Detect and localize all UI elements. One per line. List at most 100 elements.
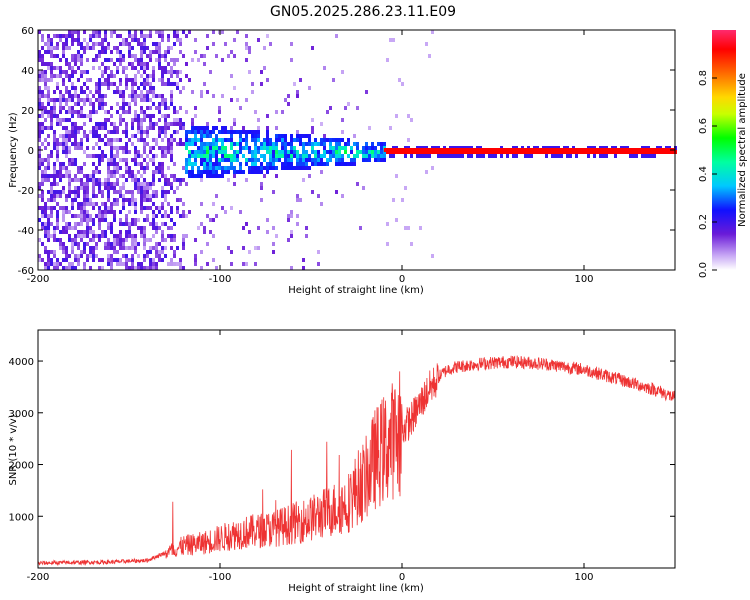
heatmap-cell <box>122 70 125 74</box>
heatmap-cell <box>134 162 137 166</box>
heatmap-cell <box>200 94 203 98</box>
heatmap-cell <box>233 86 236 90</box>
heatmap-cell <box>41 158 44 162</box>
heatmap-cell <box>203 54 206 58</box>
heatmap-cell <box>131 126 134 130</box>
heatmap-cell <box>119 58 122 62</box>
heatmap-cell <box>59 174 62 178</box>
heatmap-cell <box>86 98 89 102</box>
heatmap-cell <box>107 226 110 230</box>
heatmap-cell <box>191 130 194 134</box>
heatmap-cell <box>128 174 131 178</box>
heatmap-cell <box>233 182 236 186</box>
heatmap-cell <box>218 146 221 150</box>
heatmap-cell <box>212 142 215 146</box>
heatmap-cell <box>98 90 101 94</box>
heatmap-cell <box>113 130 116 134</box>
heatmap-cell <box>50 114 53 118</box>
heatmap-cell <box>170 146 173 150</box>
heatmap-cell <box>338 138 341 142</box>
heatmap-cell <box>119 42 122 46</box>
heatmap-cell <box>326 150 329 154</box>
heatmap-cell <box>269 42 272 46</box>
heatmap-cell <box>206 262 209 266</box>
heatmap-cell <box>122 106 125 110</box>
heatmap-cell <box>293 82 296 86</box>
heatmap-cell <box>86 70 89 74</box>
heatmap-cell <box>134 246 137 250</box>
heatmap-cell <box>173 106 176 110</box>
heatmap-cell <box>257 118 260 122</box>
heatmap-cell <box>335 190 338 194</box>
heatmap-cell <box>83 38 86 42</box>
heatmap-cell <box>236 150 239 154</box>
heatmap-cell <box>47 214 50 218</box>
heatmap-cell <box>179 126 182 130</box>
heatmap-cell <box>167 122 170 126</box>
heatmap-cell <box>386 222 389 226</box>
heatmap-cell <box>218 110 221 114</box>
heatmap-cell <box>98 206 101 210</box>
heatmap-cell <box>173 254 176 258</box>
heatmap-cell <box>110 150 113 154</box>
heatmap-cell <box>407 114 410 118</box>
heatmap-cell <box>77 58 80 62</box>
heatmap-cell <box>152 210 155 214</box>
heatmap-cell <box>215 194 218 198</box>
heatmap-cell <box>89 174 92 178</box>
heatmap-cell <box>467 154 470 158</box>
heatmap-cell <box>296 90 299 94</box>
heatmap-cell <box>245 146 248 150</box>
heatmap-cell <box>101 190 104 194</box>
heatmap-cell <box>65 230 68 234</box>
heatmap-cell <box>50 250 53 254</box>
heatmap-cell <box>290 142 293 146</box>
heatmap-cell <box>179 90 182 94</box>
heatmap-cell <box>194 154 197 158</box>
heatmap-cell <box>410 154 413 158</box>
heatmap-cell <box>92 30 95 34</box>
heatmap-cell <box>41 114 44 118</box>
heatmap-cell <box>356 146 359 150</box>
heatmap-cell <box>161 166 164 170</box>
heatmap-cell <box>104 94 107 98</box>
heatmap-cell <box>341 158 344 162</box>
heatmap-cell <box>80 254 83 258</box>
heatmap-cell <box>50 122 53 126</box>
heatmap-cell <box>104 218 107 222</box>
heatmap-cell <box>335 138 338 142</box>
heatmap-cell <box>380 150 383 154</box>
heatmap-cell <box>335 146 338 150</box>
heatmap-cell <box>272 154 275 158</box>
heatmap-cell <box>74 226 77 230</box>
heatmap-cell <box>179 198 182 202</box>
heatmap-cell <box>50 222 53 226</box>
heatmap-cell <box>359 226 362 230</box>
heatmap-cell <box>77 130 80 134</box>
heatmap-cell <box>284 146 287 150</box>
heatmap-cell <box>239 134 242 138</box>
heatmap-cell <box>164 198 167 202</box>
heatmap-cell <box>101 98 104 102</box>
heatmap-cell <box>110 226 113 230</box>
heatmap-cell <box>431 166 434 170</box>
heatmap-cell <box>77 194 80 198</box>
heatmap-cell <box>80 46 83 50</box>
heatmap-cell <box>182 210 185 214</box>
heatmap-cell <box>113 190 116 194</box>
heatmap-cell <box>266 134 269 138</box>
heatmap-cell <box>38 158 41 162</box>
heatmap-cell <box>125 218 128 222</box>
heatmap-cell <box>239 106 242 110</box>
heatmap-cell <box>425 170 428 174</box>
heatmap-cell <box>146 186 149 190</box>
heatmap-cell <box>62 250 65 254</box>
heatmap-cell <box>353 154 356 158</box>
heatmap-cell <box>200 146 203 150</box>
y-tick-label: 3000 <box>9 409 34 420</box>
heatmap-cell <box>83 218 86 222</box>
heatmap-cell <box>272 150 275 154</box>
heatmap-cell <box>38 94 41 98</box>
heatmap-cell <box>44 266 47 270</box>
heatmap-cell <box>155 138 158 142</box>
